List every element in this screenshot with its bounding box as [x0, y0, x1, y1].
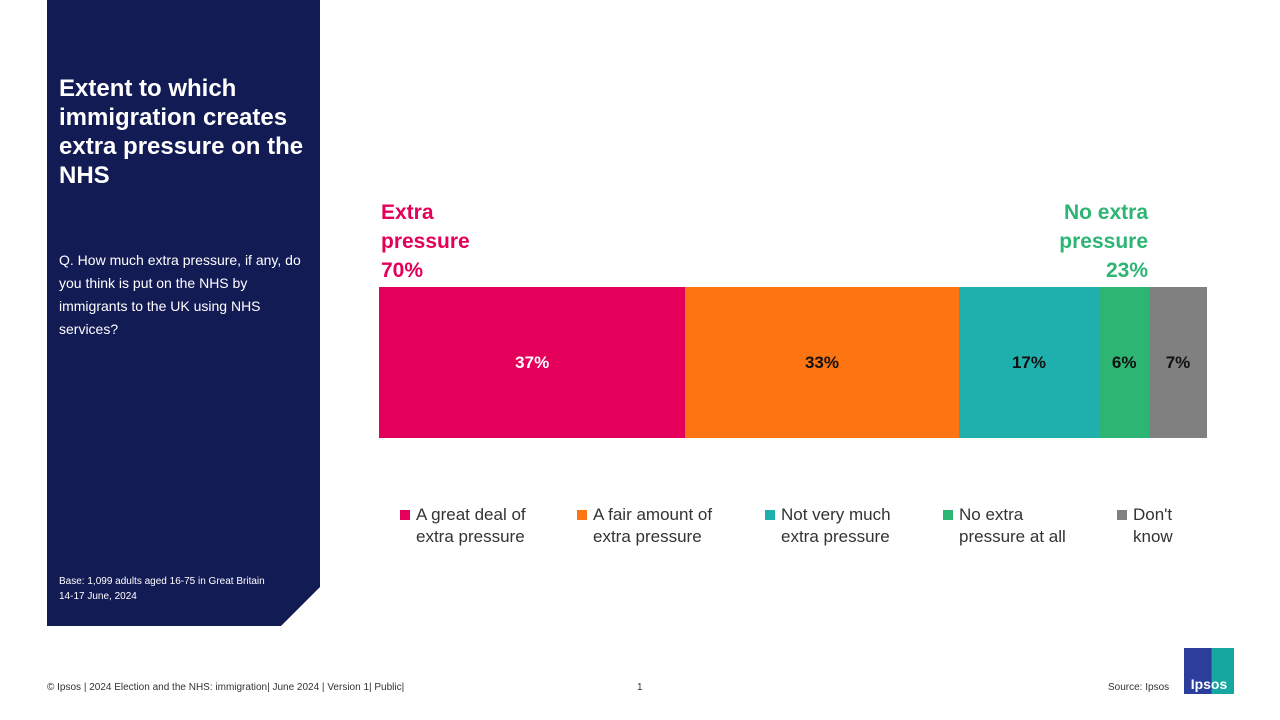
base-note: Base: 1,099 adults aged 16-75 in Great B…: [59, 574, 265, 604]
base-sample: Base: 1,099 adults aged 16-75 in Great B…: [59, 576, 265, 587]
ipsos-logo: Ipsos: [1184, 648, 1234, 694]
legend-swatch: [577, 510, 587, 520]
legend-label: No extra pressure at all: [959, 505, 1066, 546]
footer-text: © Ipsos | 2024 Election and the NHS: imm…: [47, 682, 405, 693]
bar-segment: 6%: [1099, 287, 1150, 438]
page-title: Extent to which immigration creates extr…: [59, 75, 304, 189]
bar-segment: 33%: [685, 287, 959, 438]
legend-swatch: [1117, 510, 1127, 520]
stacked-bar: 37% 33% 17% 6% 7%: [379, 287, 1207, 438]
legend-swatch: [943, 510, 953, 520]
data-label: 7%: [1165, 352, 1191, 372]
legend-item: Not very much extra pressure: [765, 504, 915, 548]
legend-item: No extra pressure at all: [943, 504, 1088, 548]
legend-label: A great deal of extra pressure: [416, 505, 526, 546]
data-label: 37%: [515, 352, 550, 372]
net-value: 70%: [381, 259, 424, 282]
extra-pressure-net: Extra pressure 70%: [381, 198, 470, 285]
bar-segment: 37%: [379, 287, 686, 438]
legend-label: Not very much extra pressure: [781, 505, 891, 546]
legend-swatch: [400, 510, 410, 520]
legend-item: A fair amount of extra pressure: [577, 504, 737, 548]
legend-item: A great deal of extra pressure: [400, 504, 550, 548]
survey-question: Q. How much extra pressure, if any, do y…: [59, 252, 301, 337]
bar-segment: 7%: [1149, 287, 1207, 438]
net-label-1: Extra: [381, 201, 434, 224]
base-dates: 14-17 June, 2024: [59, 591, 137, 602]
data-label: 17%: [1011, 352, 1046, 372]
data-label: 6%: [1111, 352, 1137, 372]
net-label-2: pressure: [381, 230, 470, 253]
legend-label: A fair amount of extra pressure: [593, 505, 713, 546]
net-label-1: No extra: [1063, 201, 1148, 224]
legend-swatch: [765, 510, 775, 520]
no-extra-pressure-net: No extra pressure 23%: [1059, 198, 1148, 285]
legend-label: Don't know: [1133, 505, 1173, 546]
page-number: 1: [637, 682, 643, 693]
data-label: 33%: [804, 352, 839, 372]
net-value: 23%: [1105, 259, 1148, 282]
legend-item: Don't know: [1117, 504, 1197, 548]
source-text: Source: Ipsos: [1108, 682, 1170, 693]
title-panel: [47, 0, 320, 626]
net-label-2: pressure: [1059, 230, 1148, 253]
logo-text: Ipsos: [1190, 676, 1228, 692]
bar-segment: 17%: [958, 287, 1100, 438]
